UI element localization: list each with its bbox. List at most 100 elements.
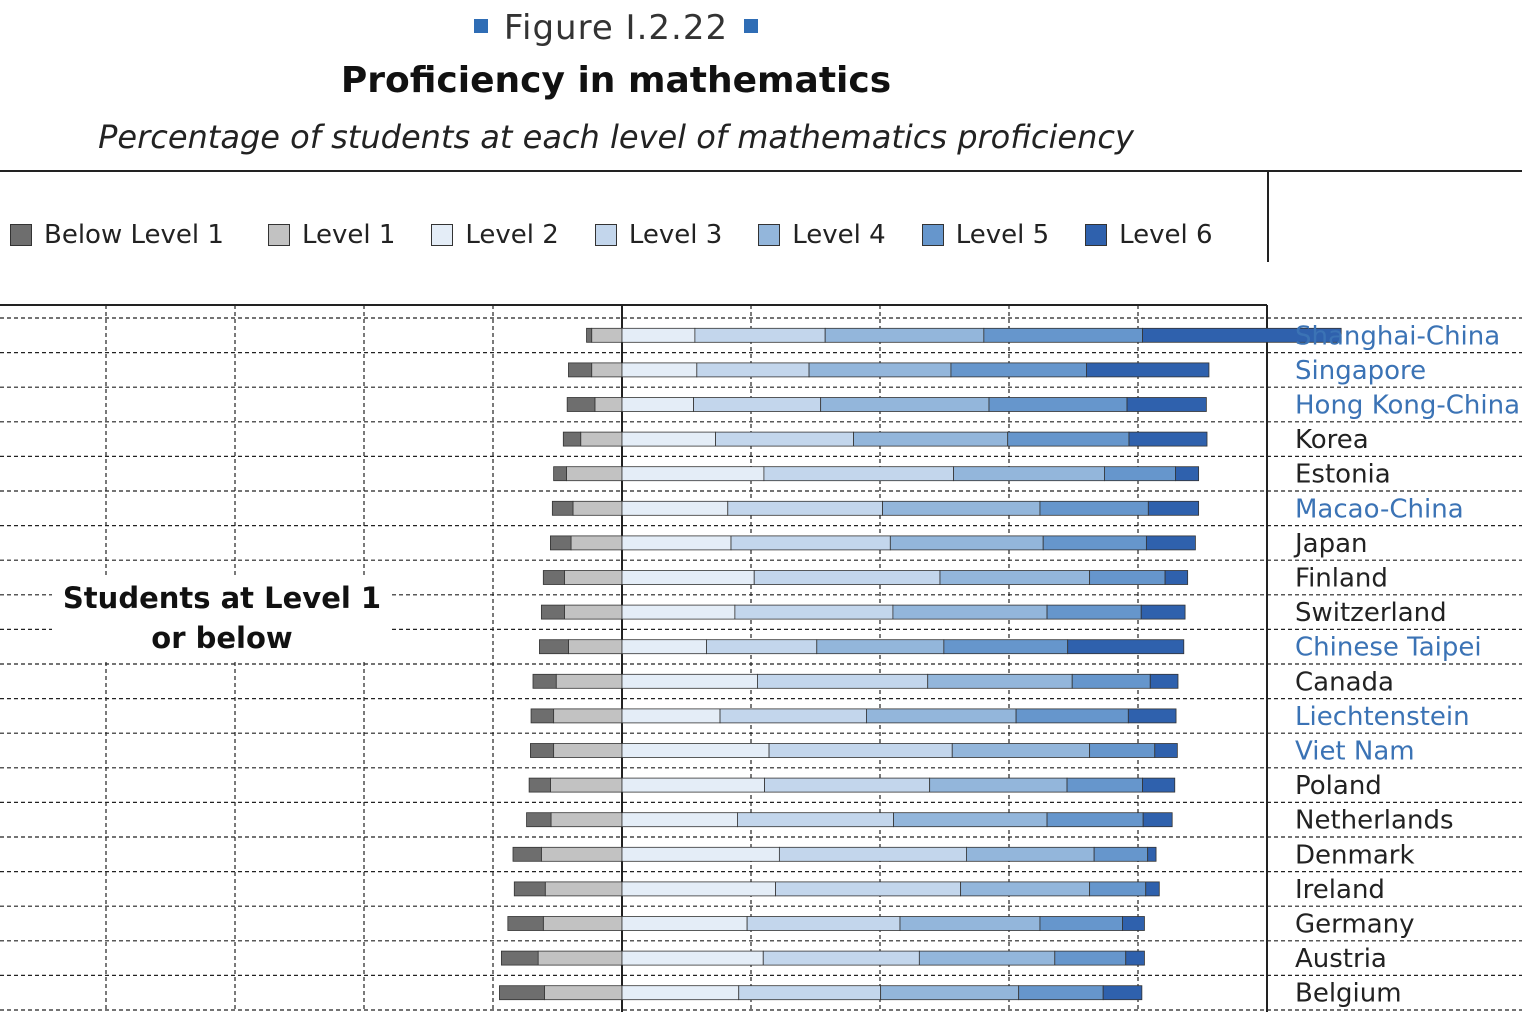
bar-segment-below-level-1 [566, 397, 596, 412]
bar-segment-level-3 [816, 639, 945, 655]
legend-label: Level 3 [628, 220, 723, 250]
bar-segment-level-2 [715, 431, 854, 447]
bar-segment-level-2 [737, 812, 894, 828]
country-label: Belgium [1295, 979, 1402, 1009]
legend-divider [1267, 170, 1269, 262]
bar-segment-level-1 [621, 639, 707, 655]
bar-segment-below-level-1 [562, 431, 582, 447]
bar-segment-level-5 [1145, 881, 1160, 897]
bar-segment-level-1 [553, 708, 623, 724]
bar-segment-below-level-1 [500, 950, 539, 966]
bar-segment-level-5 [1140, 604, 1186, 620]
bar-segment-below-level-1 [530, 743, 555, 758]
country-label: Japan [1293, 529, 1368, 559]
legend-item-below-level-1: Below Level 1 [10, 220, 224, 250]
bar-segment-level-4 [943, 639, 1069, 655]
bar-segment-level-1 [621, 570, 755, 585]
bar-segment-level-3 [951, 743, 1091, 758]
annotation-line-1: Students at Level 1 [62, 581, 382, 615]
country-label: Shanghai-China [1295, 321, 1500, 351]
legend: Below Level 1 Level 1 Level 2 Level 3 Le… [10, 218, 1249, 252]
bar-segment-level-5 [1142, 327, 1342, 343]
bar-segment-level-1 [555, 673, 623, 689]
bar-segment-level-1 [570, 535, 623, 551]
legend-swatch [1085, 224, 1108, 246]
bar-segment-level-2 [694, 327, 826, 343]
bar-segment-level-3 [893, 812, 1048, 828]
bar-segment-level-3 [820, 397, 990, 412]
bar-segment-level-4 [1042, 535, 1147, 551]
country-label: Chinese Taipei [1295, 633, 1482, 663]
bar-segment-level-1 [621, 466, 765, 482]
legend-label: Level 2 [465, 220, 559, 250]
bar-segment-below-level-1 [526, 812, 552, 828]
bar-segment-below-level-1 [532, 673, 557, 689]
square-marker-icon [473, 18, 488, 33]
bar-segment-level-5 [1127, 708, 1177, 724]
bar-segment-level-2 [734, 604, 894, 620]
bar-segment-level-3 [866, 708, 1017, 724]
bar-segment-level-3 [927, 673, 1073, 689]
figure-label-text: Figure I.2.22 [503, 8, 729, 48]
bar-segment-level-1 [621, 916, 748, 931]
bar-segment-level-1 [540, 846, 623, 862]
bar-segment-level-1 [564, 604, 623, 620]
square-marker-icon [744, 18, 759, 33]
bar-segment-level-2 [719, 708, 867, 724]
bar-segment-level-5 [1142, 777, 1176, 793]
bar-segment-level-2 [738, 985, 882, 1001]
legend-item-level-1: Level 1 [267, 220, 396, 250]
country-label: Korea [1295, 425, 1369, 455]
country-label: Liechtenstein [1295, 702, 1470, 732]
bar-segment-level-3 [966, 846, 1095, 862]
bar-segment-level-1 [568, 639, 623, 655]
bar-segment-level-2 [706, 639, 818, 655]
bar-segment-level-1 [621, 431, 716, 447]
country-label: Finland [1295, 564, 1388, 594]
legend-swatch [431, 224, 454, 246]
bar-segment-level-1 [621, 535, 732, 551]
bar-segment-level-1 [621, 881, 776, 897]
bar-segment-level-1 [591, 327, 623, 343]
bar-segment-level-3 [808, 362, 952, 378]
bar-segment-level-5 [1102, 985, 1143, 1001]
bar-segment-level-2 [775, 881, 962, 897]
chart-subtitle: Percentage of students at each level of … [98, 118, 1134, 156]
bar-segment-level-1 [580, 431, 623, 447]
bar-segment-level-1 [591, 362, 623, 378]
bar-segment-level-3 [918, 950, 1056, 966]
bar-segment-level-4 [1093, 846, 1149, 862]
bar-segment-level-1 [621, 985, 740, 1001]
legend-swatch [267, 224, 290, 246]
bar-segment-below-level-1 [586, 327, 593, 343]
bar-segment-level-5 [1126, 397, 1207, 412]
bar-segment-level-2 [764, 777, 931, 793]
legend-item-level-6: Level 6 [1085, 220, 1213, 250]
bar-segment-below-level-1 [499, 985, 546, 1001]
bar-segment-level-4 [1089, 881, 1147, 897]
bar-segment-level-4 [1089, 743, 1156, 758]
bar-segment-level-3 [939, 570, 1091, 585]
bar-segment-level-2 [730, 535, 891, 551]
bar-segment-level-5 [1149, 673, 1179, 689]
bar-segment-level-1 [621, 327, 696, 343]
bar-segment-level-2 [757, 673, 929, 689]
country-label: Poland [1295, 771, 1382, 801]
bar-segment-level-3 [889, 535, 1044, 551]
bar-segment-level-1 [542, 916, 623, 931]
bar-segment-level-5 [1164, 570, 1189, 585]
bar-segment-level-1 [544, 985, 623, 1001]
bar-segment-level-3 [824, 327, 985, 343]
bar-segment-level-4 [1015, 708, 1129, 724]
legend-swatch [10, 224, 32, 246]
legend-label: Level 1 [301, 220, 396, 250]
bar-segment-below-level-1 [550, 535, 572, 551]
bar-segment-level-1 [621, 708, 721, 724]
legend-swatch [921, 224, 944, 246]
country-label: Netherlands [1295, 806, 1454, 836]
legend-swatch [594, 224, 617, 246]
legend-item-level-5: Level 5 [921, 220, 1049, 250]
bar-segment-level-1 [564, 570, 623, 585]
bar-segment-level-4 [1089, 570, 1166, 585]
